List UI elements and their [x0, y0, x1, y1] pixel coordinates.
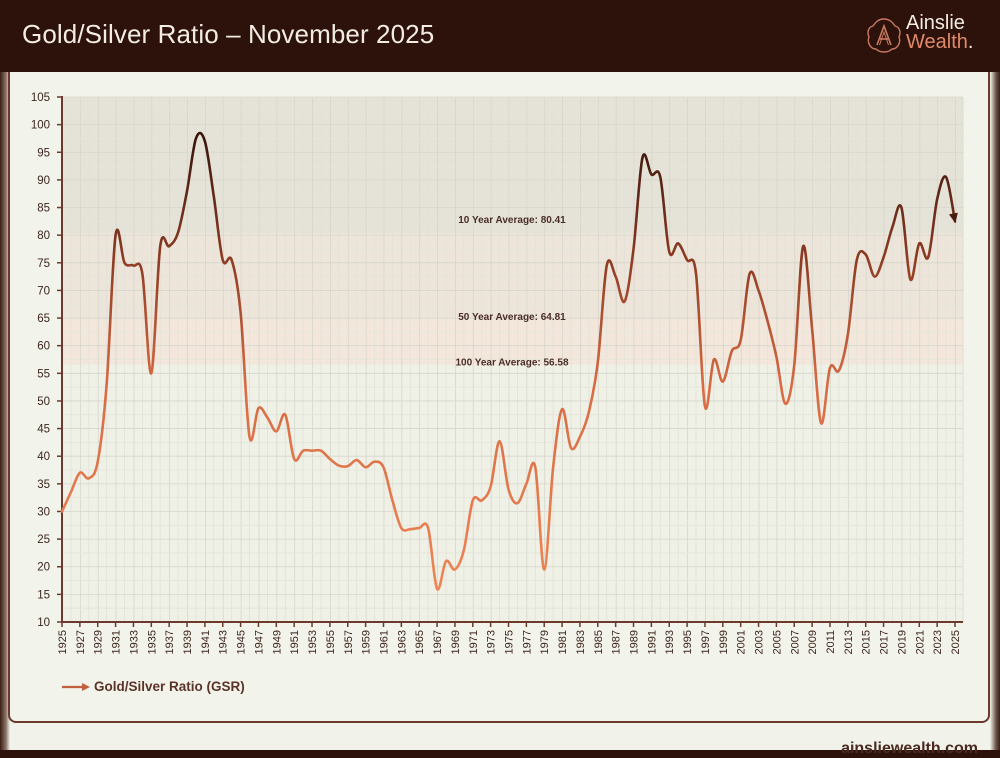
x-tick-label: 1941 [200, 630, 212, 654]
y-tick-label: 45 [37, 424, 50, 436]
x-tick-label: 1967 [432, 630, 444, 654]
x-tick-label: 1959 [361, 630, 373, 654]
average-annotation: 10 Year Average: 80.41 [458, 215, 566, 226]
x-tick-label: 1971 [468, 630, 480, 654]
ainslie-logo-icon [867, 18, 901, 53]
average-annotation: 50 Year Average: 64.81 [458, 312, 566, 323]
average-annotation: 100 Year Average: 56.58 [455, 358, 568, 369]
x-tick-label: 1965 [414, 630, 426, 654]
x-tick-label: 1927 [75, 630, 87, 654]
x-tick-label: 1963 [396, 630, 408, 654]
y-tick-label: 100 [31, 120, 50, 132]
x-tick-label: 2007 [789, 630, 801, 654]
brand-logo[interactable]: Ainslie Wealth. [866, 12, 986, 58]
y-axis-ticks: 10 15 20 25 30 35 40 45 50 55 60 65 70 75 80 85 90 95 100 1… [31, 92, 62, 629]
y-tick-label: 105 [31, 92, 50, 104]
x-tick-label: 1995 [682, 630, 694, 654]
x-tick-label: 1943 [218, 630, 230, 654]
x-tick-label: 2003 [754, 630, 766, 654]
x-tick-label: 1935 [146, 630, 158, 654]
x-tick-label: 2009 [807, 630, 819, 654]
y-tick-label: 35 [37, 479, 50, 491]
x-tick-label: 1993 [664, 630, 676, 654]
y-tick-label: 60 [37, 341, 50, 353]
x-tick-label: 1991 [646, 630, 658, 654]
grid [62, 96, 964, 623]
x-tick-label: 1949 [271, 630, 283, 654]
x-tick-label: 1999 [718, 630, 730, 654]
x-tick-label: 1997 [700, 630, 712, 654]
x-tick-label: 2025 [950, 630, 962, 654]
y-tick-label: 15 [37, 589, 50, 601]
y-tick-label: 90 [37, 175, 50, 187]
x-tick-label: 1977 [521, 630, 533, 654]
x-tick-label: 1953 [307, 630, 319, 654]
x-tick-label: 2001 [736, 630, 748, 654]
x-tick-label: 1983 [575, 630, 587, 654]
y-tick-label: 95 [37, 147, 50, 159]
x-tick-label: 1925 [57, 630, 69, 654]
x-tick-label: 1985 [593, 630, 605, 654]
logo-line1: Ainslie [906, 12, 965, 34]
x-tick-label: 1933 [128, 630, 140, 654]
average-band [62, 232, 963, 320]
logo-line2: Wealth. [906, 31, 974, 53]
x-tick-label: 1989 [629, 630, 641, 654]
x-tick-label: 1951 [289, 630, 301, 654]
x-tick-label: 1973 [486, 630, 498, 654]
x-tick-label: 1955 [325, 630, 337, 654]
x-tick-label: 1961 [378, 630, 390, 654]
x-tick-label: 2019 [896, 630, 908, 654]
x-tick-label: 1987 [611, 630, 623, 654]
header-bar: Gold/Silver Ratio – November 2025 Ainsli… [0, 0, 1000, 72]
x-tick-label: 2023 [932, 630, 944, 654]
x-tick-label: 1945 [236, 630, 248, 654]
x-tick-label: 2021 [914, 630, 926, 654]
arrowhead-icon [949, 212, 958, 224]
y-tick-label: 25 [37, 534, 50, 546]
x-tick-label: 2015 [861, 630, 873, 654]
y-tick-label: 40 [37, 451, 50, 463]
x-tick-label: 1939 [182, 630, 194, 654]
arrow-right-icon [62, 682, 90, 691]
y-tick-label: 50 [37, 396, 50, 408]
page-title: Gold/Silver Ratio – November 2025 [22, 19, 435, 49]
x-tick-label: 1981 [557, 630, 569, 654]
average-band [62, 97, 963, 233]
y-tick-label: 65 [37, 313, 50, 325]
x-tick-label: 1929 [93, 630, 105, 654]
x-tick-label: 1979 [539, 630, 551, 654]
x-tick-label: 2013 [843, 630, 855, 654]
y-tick-label: 70 [37, 285, 50, 297]
y-tick-label: 75 [37, 258, 50, 270]
x-tick-label: 2017 [879, 630, 891, 654]
x-tick-label: 1975 [504, 630, 516, 654]
chart-legend: Gold/Silver Ratio (GSR) [62, 679, 245, 694]
y-tick-label: 80 [37, 230, 50, 242]
gsr-line [60, 131, 957, 591]
x-tick-label: 1947 [253, 630, 265, 654]
x-tick-label: 1937 [164, 630, 176, 654]
x-tick-label: 1969 [450, 630, 462, 654]
y-tick-label: 55 [37, 368, 50, 380]
y-tick-label: 85 [37, 203, 50, 215]
x-tick-label: 2011 [825, 630, 837, 654]
legend-label: Gold/Silver Ratio (GSR) [94, 679, 245, 694]
x-axis-ticks: 1925 1927 1929 1931 1933 1935 1937 1939 1941 1943… [57, 622, 962, 654]
x-tick-label: 1931 [111, 630, 123, 654]
y-tick-label: 20 [37, 562, 50, 574]
x-tick-label: 1957 [343, 630, 355, 654]
y-tick-label: 10 [37, 617, 50, 629]
y-tick-label: 30 [37, 506, 50, 518]
x-tick-label: 2005 [771, 630, 783, 654]
